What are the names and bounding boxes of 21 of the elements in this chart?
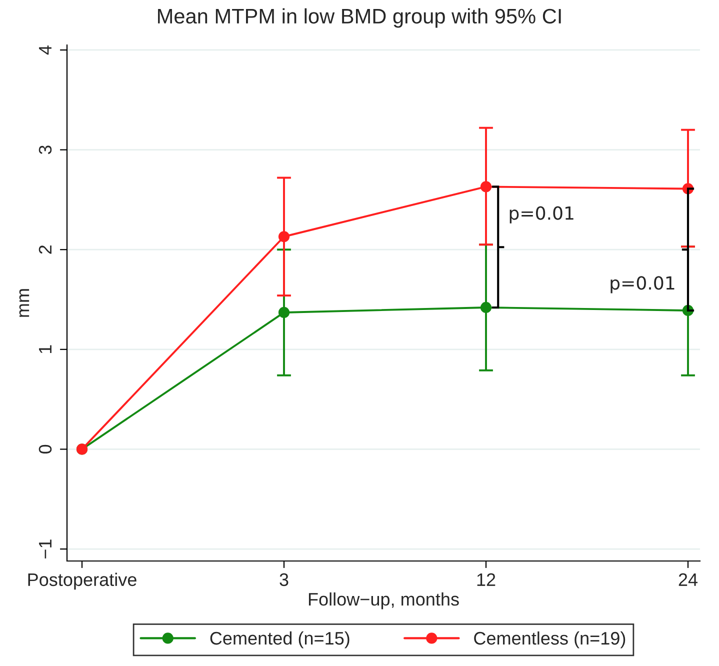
y-tick-label: 1 [39,345,52,354]
x-tick-label: 12 [477,573,496,586]
y-tick-label: 2 [38,245,52,254]
y-tick-label: 3 [38,146,52,154]
x-tick-label: 24 [678,573,698,586]
y-tick-label: −1 [39,540,52,558]
legend-label: Cementless (n=19) [474,631,626,648]
annotation: p=0.01 [510,206,574,224]
y-tick-label: 4 [39,46,52,55]
x-tick-label: Postoperative [28,572,136,590]
point [278,306,290,318]
legend-label: Cemented (n=15) [210,631,350,648]
y-axis-title: mm [19,289,30,317]
annotation: p=0.01 [610,276,674,294]
y-tick-label: 0 [38,444,52,454]
x-tick-label: 3 [280,573,288,586]
chart-title: Mean MTPM in low BMD group with 95% CI [158,8,561,28]
point [480,181,492,192]
point [480,302,492,314]
x-axis-title: Follow−up, months [308,592,459,610]
point [278,231,290,242]
